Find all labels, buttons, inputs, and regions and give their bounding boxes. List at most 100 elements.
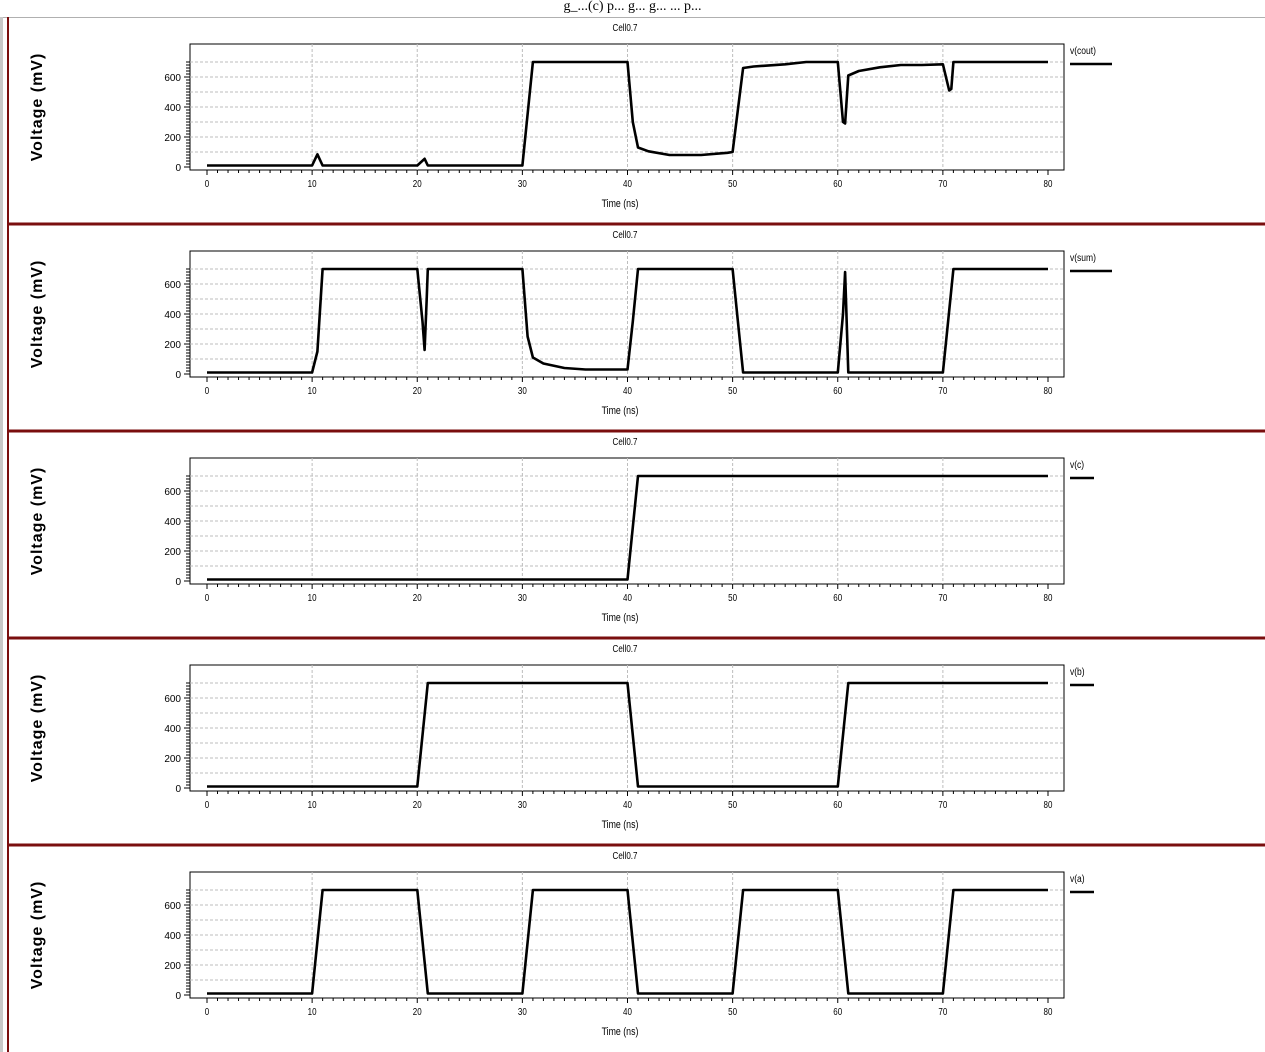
y-tick-label: 400: [164, 724, 181, 735]
y-tick-label: 600: [164, 487, 181, 498]
chart-panel-1: 0 10 20 30 40 50 60 70 80 0 200 400 600 Cell0.7 Time (…: [29, 22, 1112, 210]
chart-title: Cell0.7: [613, 22, 638, 33]
x-tick-label: 80: [1044, 385, 1053, 396]
x-tick-label: 20: [413, 385, 422, 396]
legend-label: v(b): [1070, 666, 1085, 677]
x-axis-label: Time (ns): [602, 612, 639, 624]
x-tick-label: 30: [518, 592, 527, 603]
x-tick-label: 30: [518, 1006, 527, 1017]
y-tick-label: 600: [164, 694, 181, 705]
x-tick-label: 60: [833, 178, 842, 189]
y-tick-label: 600: [164, 280, 181, 291]
x-tick-label: 30: [518, 178, 527, 189]
y-tick-label: 600: [164, 901, 181, 912]
x-tick-label: 60: [833, 799, 842, 810]
x-tick-label: 70: [938, 178, 947, 189]
x-tick-label: 0: [205, 178, 209, 189]
x-tick-label: 20: [413, 592, 422, 603]
x-tick-label: 10: [308, 799, 317, 810]
x-tick-label: 10: [308, 385, 317, 396]
y-axis-label: Voltage (mV): [29, 881, 46, 990]
legend-label: v(sum): [1070, 252, 1096, 263]
series-line-vc: [207, 474, 1048, 581]
x-tick-label: 60: [833, 385, 842, 396]
chart-title: Cell0.7: [613, 229, 638, 240]
y-tick-label: 400: [164, 103, 181, 114]
y-tick-label: 200: [164, 547, 181, 558]
y-tick-label: 400: [164, 517, 181, 528]
x-tick-label: 40: [623, 592, 632, 603]
x-tick-label: 60: [833, 592, 842, 603]
x-tick-label: 20: [413, 178, 422, 189]
chart-title: Cell0.7: [613, 850, 638, 861]
x-tick-label: 40: [623, 178, 632, 189]
y-axis-label: Voltage (mV): [29, 467, 46, 576]
series-line-vcout: [207, 60, 1048, 167]
x-tick-label: 20: [413, 799, 422, 810]
plot-frame: [7, 17, 1265, 1052]
x-axis-label: Time (ns): [602, 1026, 639, 1038]
x-tick-label: 40: [623, 1006, 632, 1017]
legend-label: v(c): [1070, 459, 1084, 470]
series-line-va: [207, 888, 1048, 995]
window-title-bar: g_...(c) p... g... g... ... p...: [0, 0, 1265, 18]
x-tick-label: 40: [623, 385, 632, 396]
x-tick-label: 50: [728, 799, 737, 810]
x-tick-label: 50: [728, 178, 737, 189]
series-line-vsum: [207, 267, 1048, 374]
y-tick-label: 0: [175, 784, 181, 795]
x-tick-label: 10: [308, 1006, 317, 1017]
x-tick-label: 70: [938, 1006, 947, 1017]
x-tick-label: 80: [1044, 799, 1053, 810]
series-line-vb: [207, 681, 1048, 788]
y-tick-label: 0: [175, 577, 181, 588]
x-tick-label: 80: [1044, 178, 1053, 189]
x-tick-label: 30: [518, 799, 527, 810]
y-tick-label: 0: [175, 370, 181, 381]
x-tick-label: 50: [728, 385, 737, 396]
x-tick-label: 0: [205, 799, 209, 810]
y-tick-label: 200: [164, 961, 181, 972]
left-window-edge: [0, 17, 3, 1052]
x-tick-label: 20: [413, 1006, 422, 1017]
x-tick-label: 80: [1044, 1006, 1053, 1017]
y-axis-label: Voltage (mV): [29, 260, 46, 369]
chart-title: Cell0.7: [613, 436, 638, 447]
x-tick-label: 70: [938, 799, 947, 810]
chart-title: Cell0.7: [613, 643, 638, 654]
x-tick-label: 60: [833, 1006, 842, 1017]
y-axis-label: Voltage (mV): [29, 53, 46, 162]
legend-label: v(cout): [1070, 45, 1096, 56]
chart-panel-5: 0 10 20 30 40 50 60 70 80 0 200 400 600 Cell0.7 Time (…: [7, 843, 1265, 1038]
chart-panel-3: 0 10 20 30 40 50 60 70 80 0 200 400 600 Cell0.7 Time (…: [7, 429, 1265, 624]
x-tick-label: 30: [518, 385, 527, 396]
legend-label: v(a): [1070, 873, 1085, 884]
x-tick-label: 50: [728, 1006, 737, 1017]
x-axis-label: Time (ns): [602, 198, 639, 210]
chart-panel-4: 0 10 20 30 40 50 60 70 80 0 200 400 600 Cell0.7 Time (…: [7, 636, 1265, 831]
x-tick-label: 70: [938, 385, 947, 396]
y-tick-label: 0: [175, 991, 181, 1002]
x-tick-label: 0: [205, 1006, 209, 1017]
window-title: g_...(c) p... g... g... ... p...: [563, 0, 702, 14]
y-tick-label: 200: [164, 340, 181, 351]
x-tick-label: 10: [308, 592, 317, 603]
x-tick-label: 0: [205, 385, 209, 396]
y-tick-label: 0: [175, 163, 181, 174]
y-tick-label: 200: [164, 133, 181, 144]
x-tick-label: 70: [938, 592, 947, 603]
x-axis-label: Time (ns): [602, 819, 639, 831]
x-tick-label: 50: [728, 592, 737, 603]
y-tick-label: 200: [164, 754, 181, 765]
y-axis-label: Voltage (mV): [29, 674, 46, 783]
chart-panel-2: 0 10 20 30 40 50 60 70 80 0 200 400 600 Cell0.7 Time (…: [7, 222, 1265, 417]
x-tick-label: 0: [205, 592, 209, 603]
x-tick-label: 40: [623, 799, 632, 810]
x-tick-label: 80: [1044, 592, 1053, 603]
y-tick-label: 400: [164, 931, 181, 942]
y-tick-label: 600: [164, 73, 181, 84]
x-axis-label: Time (ns): [602, 405, 639, 417]
x-tick-label: 10: [308, 178, 317, 189]
y-tick-label: 400: [164, 310, 181, 321]
